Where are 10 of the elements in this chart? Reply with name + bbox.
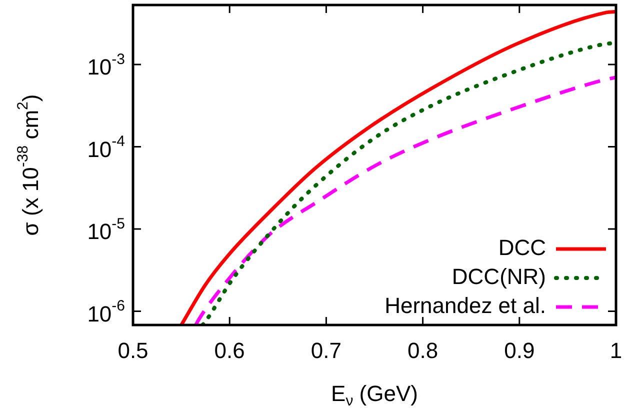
legend-label: Hernandez et al. [384,293,546,318]
x-tick-label: 0.8 [408,338,438,364]
x-tick-label: 0.6 [214,338,245,364]
legend-label: DCC [498,235,546,260]
x-tick-label: 0.9 [504,338,535,364]
x-tick-label: 0.7 [310,338,342,364]
legend-label: DCC(NR) [452,264,546,290]
x-tick-label: 0.5 [118,338,148,364]
x-tick-label: 1 [610,338,622,364]
y-axis-title: σ (x 10-38 cm2) [14,94,44,236]
